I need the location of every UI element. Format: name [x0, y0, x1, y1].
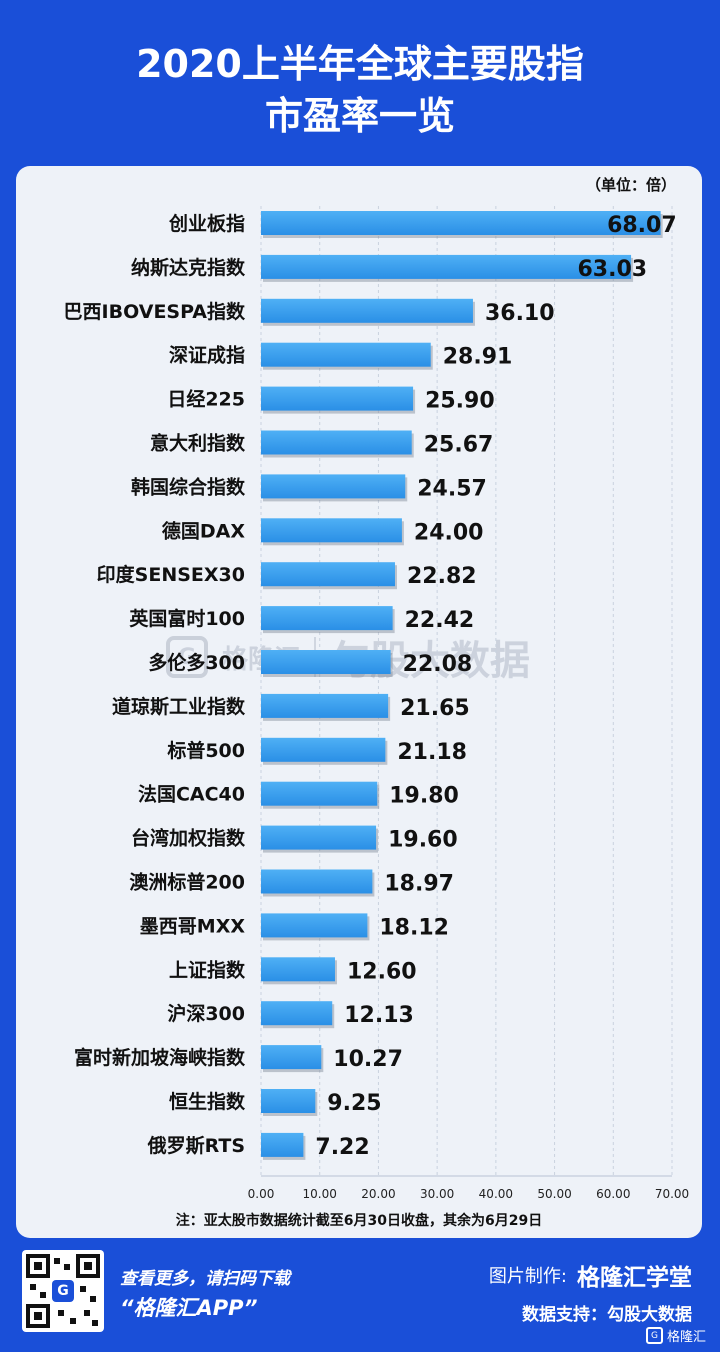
watermark-logo-icon: G	[166, 636, 208, 678]
value-label: 24.00	[414, 520, 484, 545]
bar	[261, 957, 335, 982]
category-label: 恒生指数	[169, 1090, 246, 1113]
category-label: 创业板指	[168, 212, 245, 235]
category-label: 墨西哥MXX	[140, 915, 246, 937]
value-label: 68.07	[607, 213, 677, 238]
category-label: 上证指数	[169, 958, 246, 981]
category-label: 道琼斯工业指数	[112, 695, 246, 718]
x-tick-label: 30.00	[420, 1187, 454, 1201]
value-label: 63.03	[577, 257, 647, 282]
category-label: 巴西IBOVESPA指数	[64, 300, 246, 323]
category-label: 深证成指	[169, 344, 245, 367]
app-name: “格隆汇APP”	[120, 1296, 258, 1320]
value-label: 21.65	[400, 696, 470, 721]
value-label: 25.90	[425, 389, 495, 414]
value-label: 12.60	[347, 959, 417, 984]
category-label: 澳洲标普200	[129, 871, 245, 894]
bar	[261, 606, 393, 631]
x-tick-label: 0.00	[248, 1187, 275, 1201]
value-label: 25.67	[424, 433, 494, 458]
category-label: 德国DAX	[162, 519, 245, 542]
bar	[261, 211, 661, 235]
value-label: 7.22	[315, 1135, 369, 1160]
category-label: 俄罗斯RTS	[147, 1134, 245, 1157]
bar	[261, 518, 402, 543]
value-label: 18.97	[384, 872, 454, 897]
value-label: 28.91	[443, 345, 513, 370]
category-label: 纳斯达克指数	[131, 256, 246, 279]
bar	[261, 474, 406, 499]
qr-pattern-icon	[26, 1254, 100, 1328]
value-label: 12.13	[344, 1003, 414, 1028]
bar	[261, 1001, 333, 1026]
corner-brand-text: 格隆汇	[666, 1330, 706, 1345]
title-line-1: 2020上半年全球主要股指	[136, 42, 584, 86]
category-label: 日经225	[167, 388, 245, 411]
chart-note: 注：亚太股市数据统计截至6月30日收盘，其余为6月29日	[175, 1213, 543, 1229]
x-tick-label: 50.00	[537, 1187, 571, 1201]
value-label: 19.60	[388, 828, 458, 853]
category-label: 法国CAC40	[138, 783, 245, 806]
category-label: 印度SENSEX30	[97, 563, 245, 586]
value-label: 22.42	[405, 608, 475, 633]
scan-prompt: 查看更多，请扫码下载	[120, 1269, 290, 1289]
value-label: 21.18	[397, 740, 467, 765]
bar	[261, 913, 368, 938]
bar	[261, 254, 632, 279]
bar-chart: 0.00 10.00 20.00 30.00 40.00 50.00 60.00 70.00 创…	[64, 206, 689, 1201]
unit-label: （单位：倍）	[585, 176, 676, 194]
category-label: 标普500	[167, 739, 245, 762]
bar	[261, 562, 395, 587]
value-label: 19.80	[389, 784, 459, 809]
bar	[261, 1132, 304, 1157]
value-label: 22.08	[403, 652, 473, 677]
bar	[261, 693, 389, 718]
x-tick-label: 10.00	[303, 1187, 337, 1201]
corner-logo-icon: G	[645, 1327, 663, 1344]
value-label: 18.12	[379, 915, 449, 940]
made-by-label: 图片制作:	[488, 1266, 567, 1287]
bar	[261, 1089, 316, 1113]
value-label: 22.82	[407, 564, 477, 589]
corner-brand: G 格隆汇	[645, 1326, 706, 1345]
value-label: 24.57	[417, 476, 487, 501]
qr-code[interactable]: G	[22, 1250, 104, 1332]
value-label: 9.25	[327, 1091, 381, 1116]
chart-title: 2020上半年全球主要股指 市盈率一览	[0, 38, 720, 142]
x-tick-label: 20.00	[361, 1187, 395, 1201]
title-line-2: 市盈率一览	[264, 94, 455, 138]
footer: G 查看更多，请扫码下载 “格隆汇APP” 图片制作: 格隆汇学堂 数据支持：勾…	[0, 1238, 720, 1352]
x-tick-label: 70.00	[655, 1187, 689, 1201]
bar	[261, 737, 386, 762]
category-label: 台湾加权指数	[131, 827, 246, 850]
bar	[261, 1045, 322, 1070]
made-by: 图片制作: 格隆汇学堂	[489, 1258, 692, 1292]
made-by-brand: 格隆汇学堂	[577, 1265, 692, 1291]
bar	[261, 386, 414, 411]
value-label: 36.10	[485, 301, 555, 326]
category-label: 韩国综合指数	[131, 475, 246, 498]
bar	[261, 298, 473, 323]
x-tick-label: 40.00	[479, 1187, 513, 1201]
category-label: 富时新加坡海峡指数	[74, 1046, 246, 1069]
category-label: 多伦多300	[148, 651, 245, 674]
bar	[261, 342, 431, 367]
qr-logo-icon: G	[52, 1280, 74, 1302]
bar	[261, 430, 412, 455]
value-label: 10.27	[333, 1047, 403, 1072]
category-label: 英国富时100	[129, 607, 245, 630]
bar	[261, 825, 377, 850]
bar	[261, 650, 391, 674]
bar	[261, 781, 378, 806]
data-support: 数据支持：勾股大数据	[522, 1305, 692, 1325]
x-tick-label: 60.00	[596, 1187, 630, 1201]
bar	[261, 869, 373, 894]
chart-card: （单位：倍） G 格隆汇 勾股大数据 0.0010.0020.0030.0040…	[16, 166, 702, 1238]
category-label: 意大利指数	[150, 432, 246, 455]
category-label: 沪深300	[167, 1002, 245, 1025]
